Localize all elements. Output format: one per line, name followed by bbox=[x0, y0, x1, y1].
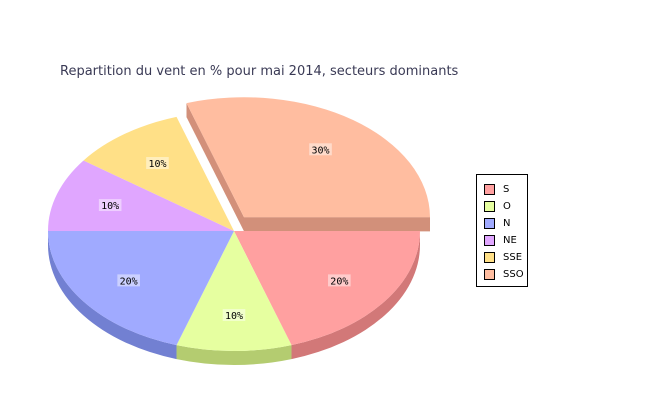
data-label-text-sse: 10% bbox=[148, 159, 166, 170]
data-label-ne: 10% bbox=[98, 199, 122, 212]
data-labels: 20% 10% 20% 10% 10% 30% bbox=[98, 143, 351, 322]
slice-side-s bbox=[291, 231, 420, 360]
data-label-text-n: 20% bbox=[120, 276, 138, 287]
slice-sides bbox=[48, 103, 430, 365]
slice-side-o bbox=[176, 345, 292, 365]
slice-side-n bbox=[48, 231, 177, 360]
legend-swatch-s bbox=[484, 184, 495, 195]
slice-sse bbox=[83, 116, 234, 231]
slice-o bbox=[176, 231, 292, 351]
legend-swatch-ne bbox=[484, 235, 495, 246]
data-label-s: 20% bbox=[328, 274, 351, 287]
slice-sso bbox=[186, 97, 430, 218]
legend-item-n: N bbox=[477, 215, 527, 232]
slice-front-wall-sso bbox=[243, 217, 430, 232]
data-label-text-s: 20% bbox=[330, 276, 348, 287]
data-label-text-sso: 30% bbox=[311, 145, 329, 156]
legend-item-sso: SSO bbox=[477, 266, 527, 283]
data-label-n: 20% bbox=[117, 274, 140, 287]
legend-label-ne: NE bbox=[503, 235, 517, 246]
data-label-text-o: 10% bbox=[225, 311, 243, 322]
legend-item-ne: NE bbox=[477, 232, 527, 249]
legend-label-sse: SSE bbox=[503, 252, 523, 263]
slice-n bbox=[48, 231, 234, 346]
legend: S O N NE SSE SSO bbox=[476, 174, 528, 287]
legend-swatch-n bbox=[484, 218, 495, 229]
legend-label-n: N bbox=[503, 218, 511, 229]
slice-ne bbox=[48, 160, 234, 231]
legend-item-sse: SSE bbox=[477, 249, 527, 266]
data-label-bg-s bbox=[328, 274, 351, 287]
data-label-bg-n bbox=[117, 274, 140, 287]
legend-label-s: S bbox=[503, 184, 510, 195]
legend-swatch-o bbox=[484, 201, 495, 212]
legend-swatch-sse bbox=[484, 252, 495, 263]
slice-wall-sso-0 bbox=[186, 103, 244, 232]
data-label-sse: 10% bbox=[146, 157, 169, 170]
slice-tops bbox=[48, 97, 430, 351]
legend-label-o: O bbox=[503, 201, 511, 212]
data-label-o: 10% bbox=[222, 309, 246, 322]
data-label-bg-sse bbox=[146, 157, 169, 170]
data-label-bg-ne bbox=[98, 199, 122, 212]
legend-label-sso: SSO bbox=[503, 269, 524, 280]
data-label-text-ne: 10% bbox=[101, 201, 119, 212]
legend-item-o: O bbox=[477, 198, 527, 215]
data-label-bg-sso bbox=[309, 143, 332, 156]
data-label-bg-o bbox=[222, 309, 246, 321]
legend-swatch-sso bbox=[484, 269, 495, 280]
slice-s bbox=[234, 231, 420, 346]
legend-item-s: S bbox=[477, 181, 527, 198]
chart-title: Repartition du vent en % pour mai 2014, … bbox=[60, 64, 459, 79]
data-label-sso: 30% bbox=[309, 143, 332, 156]
